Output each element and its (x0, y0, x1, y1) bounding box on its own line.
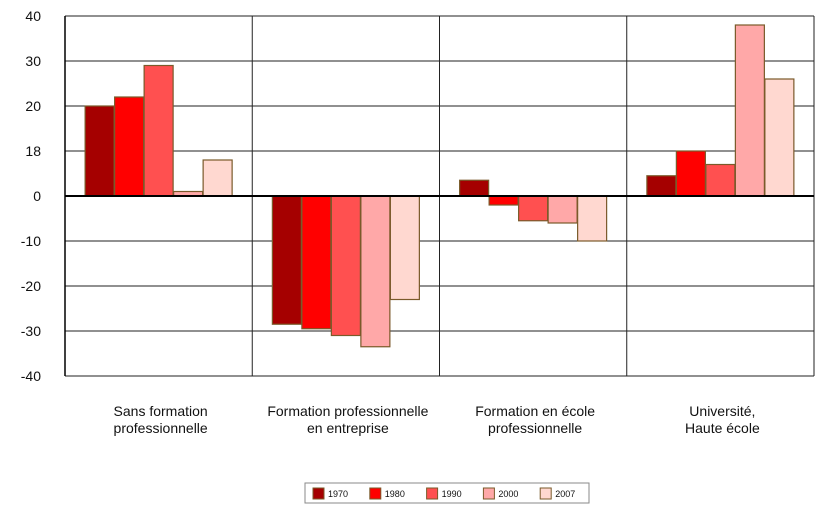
legend-swatch-2007 (539, 487, 552, 500)
bar-1980 (114, 96, 145, 197)
legend-label-2007: 2007 (555, 489, 575, 499)
bar-1990 (518, 195, 549, 222)
legend-label-1990: 1990 (442, 489, 462, 499)
y-tick-label: -10 (21, 233, 41, 249)
y-tick-label: 0 (33, 188, 41, 204)
bar-1970 (271, 195, 302, 325)
legend-swatch-2000 (482, 487, 495, 500)
category-label: Formation professionnelle en entreprise (267, 403, 428, 436)
category-label: Université, Haute école (685, 403, 760, 436)
legend-swatch-1980 (369, 487, 382, 500)
category-label: Formation en école professionnelle (475, 403, 595, 436)
bar-1980 (301, 195, 332, 330)
bar-2007 (389, 195, 420, 301)
y-tick-label: 18 (25, 143, 41, 159)
bar-1980 (488, 195, 519, 206)
legend-label-2000: 2000 (498, 489, 518, 499)
bar-1970 (646, 175, 677, 197)
legend-label-1970: 1970 (328, 489, 348, 499)
bar-1990 (143, 64, 174, 197)
legend-label-1980: 1980 (385, 489, 405, 499)
y-tick-label: -20 (21, 278, 41, 294)
category-label: Sans formation professionnelle (114, 403, 208, 436)
y-tick-label: 40 (25, 8, 41, 24)
bar-1990 (330, 195, 361, 337)
bar-2000 (734, 24, 765, 197)
bar-1980 (675, 150, 706, 197)
bar-1970 (459, 179, 490, 197)
bar-2007 (577, 195, 608, 242)
legend: 1970 1980 1990 2000 2007 (304, 482, 590, 504)
bar-2000 (360, 195, 391, 348)
axes (64, 16, 814, 376)
y-tick-label: 30 (25, 53, 41, 69)
y-tick-label: -30 (21, 323, 41, 339)
y-tick-labels: 40 30 20 18 0 -10 -20 -30 -40 (21, 8, 41, 384)
y-tick-label: 20 (25, 98, 41, 114)
bars (84, 24, 795, 348)
bar-1990 (705, 163, 736, 197)
bar-2007 (202, 159, 233, 197)
category-labels: Sans formation professionnelle Formation p… (114, 403, 760, 436)
legend-swatch-1970 (312, 487, 325, 500)
bar-1970 (84, 105, 115, 197)
y-tick-label: -40 (21, 368, 41, 384)
bar-2000 (547, 195, 578, 224)
bar-2007 (764, 78, 795, 197)
legend-swatch-1990 (426, 487, 439, 500)
